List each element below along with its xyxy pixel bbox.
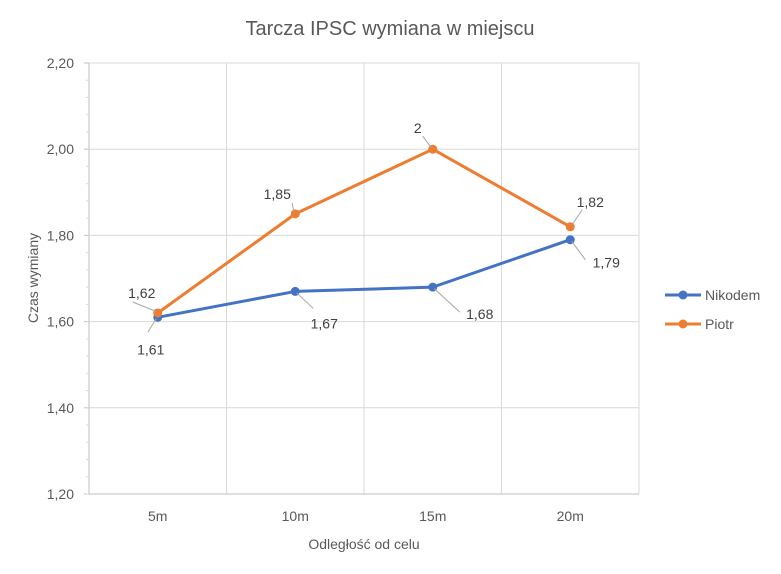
x-tick-label: 20m [557, 508, 584, 524]
chart-title: Tarcza IPSC wymiana w miejscu [246, 18, 535, 40]
leader-line [291, 202, 295, 213]
data-label: 1,82 [577, 194, 604, 210]
x-tick-label: 15m [419, 508, 446, 524]
data-label: 2 [414, 120, 422, 136]
leader-line [571, 240, 586, 261]
leader-line [433, 288, 461, 313]
series-line-piotr [156, 147, 571, 315]
data-point [153, 308, 163, 318]
series-line-nikodem [157, 238, 571, 319]
y-axis-title: Czas wymiany [25, 233, 41, 323]
data-point [290, 209, 300, 219]
y-tick-label: 1,20 [47, 486, 74, 502]
y-tick-label: 1,80 [47, 227, 74, 243]
y-tick-label: 2,00 [47, 141, 74, 157]
data-label: 1,79 [593, 255, 620, 271]
leader-line [147, 318, 157, 333]
leader-line [422, 135, 432, 148]
y-tick-label: 2,20 [47, 55, 74, 71]
data-label: 1,61 [137, 341, 164, 357]
y-tick-label: 1,40 [47, 400, 74, 416]
leader-line [132, 301, 157, 312]
legend-marker [678, 290, 688, 300]
legend-marker [678, 319, 688, 329]
data-label: 1,67 [311, 315, 338, 331]
x-tick-label: 10m [282, 508, 309, 524]
data-label: 1,85 [264, 186, 291, 202]
x-tick-label: 5m [148, 508, 167, 524]
y-tick-label: 1,60 [47, 314, 74, 330]
legend-label: Piotr [705, 316, 734, 332]
legend-label: Nikodem [705, 287, 760, 303]
data-label: 1,62 [128, 285, 155, 301]
leader-line [571, 209, 583, 226]
leader-line [296, 292, 314, 309]
data-label: 1,68 [466, 306, 493, 322]
x-axis-title: Odległość od celu [308, 536, 419, 552]
